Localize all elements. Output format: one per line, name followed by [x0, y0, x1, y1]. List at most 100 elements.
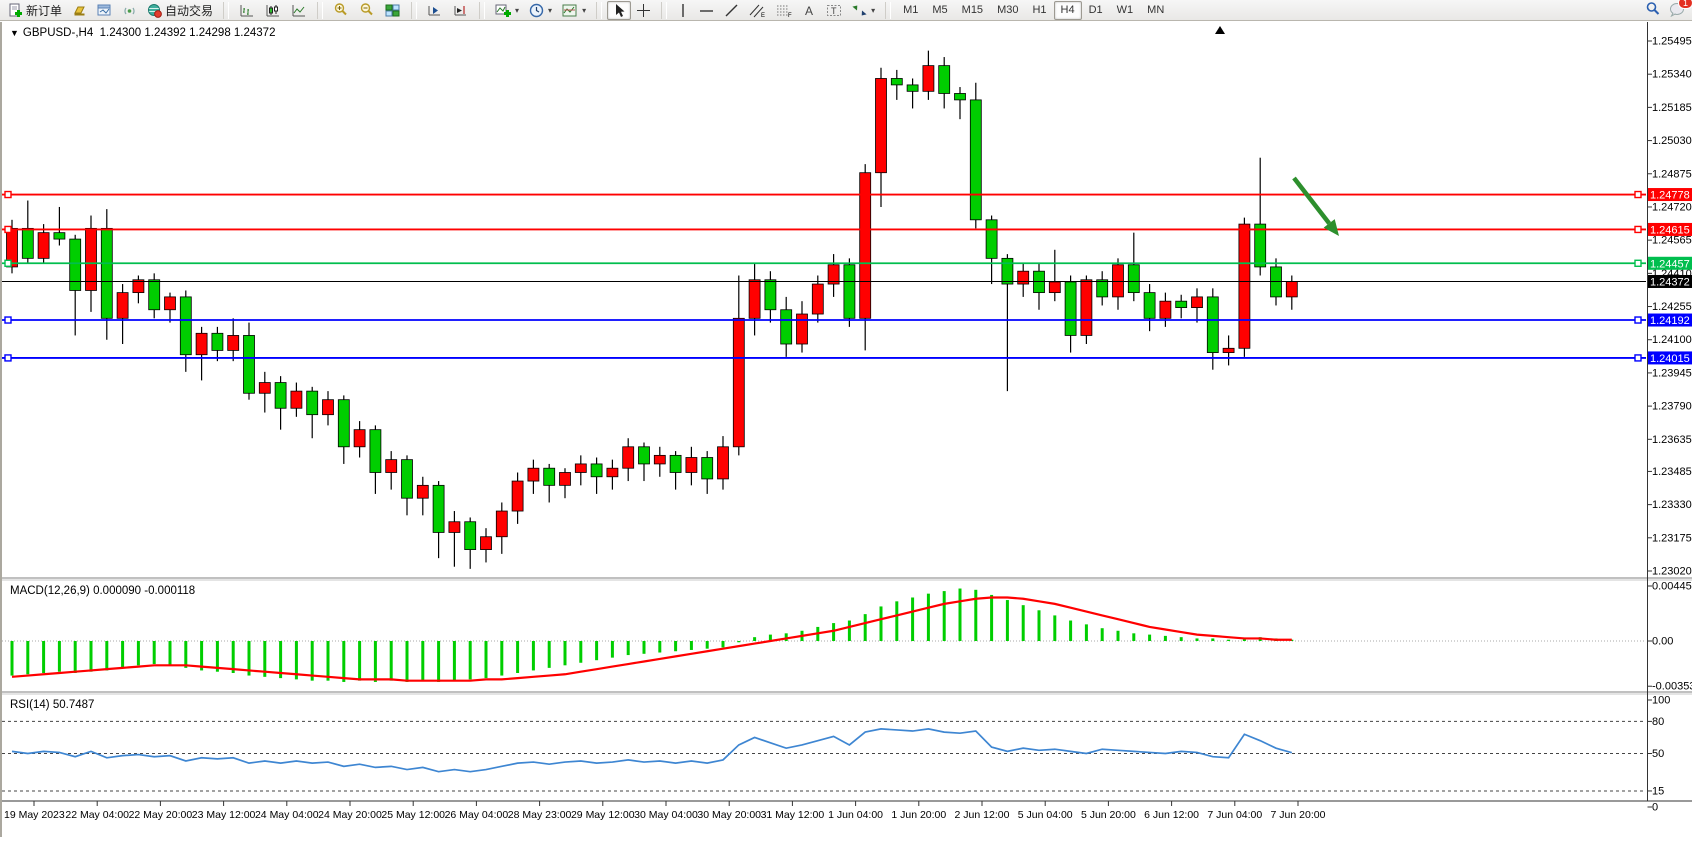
- candle: [21, 227, 34, 259]
- price-tag-label: 1.24015: [1650, 353, 1690, 365]
- periods-button[interactable]: ▾: [524, 1, 557, 20]
- candle: [685, 457, 698, 473]
- line-anchor: [1634, 190, 1642, 199]
- profiles-button[interactable]: [67, 1, 92, 20]
- dropdown-caret: ▾: [515, 5, 520, 15]
- time-axis-label: 6 Jun 12:00: [1144, 809, 1199, 821]
- candle: [985, 219, 998, 259]
- trendline-icon: [724, 3, 739, 18]
- symbol-dropdown-icon[interactable]: ▼: [10, 28, 19, 38]
- rsi-axis-tick: 15: [1652, 785, 1664, 797]
- rsi-axis-tick: 0: [1652, 802, 1658, 814]
- time-axis-label: 7 Jun 20:00: [1271, 809, 1326, 821]
- candle: [322, 399, 334, 416]
- bar-chart-icon: [239, 3, 255, 18]
- templates-button[interactable]: ▾: [557, 1, 591, 20]
- timeframe-m1[interactable]: M1: [903, 4, 919, 16]
- autotrading-label: 自动交易: [165, 3, 214, 18]
- timeframe-h4[interactable]: H4: [1053, 0, 1082, 20]
- zoom-in-icon: [333, 2, 349, 18]
- auto-scroll-button[interactable]: [422, 1, 448, 20]
- time-axis-label: 30 May 04:00: [634, 809, 698, 821]
- signal-icon: [122, 3, 137, 18]
- candle: [337, 399, 350, 448]
- candle: [1001, 257, 1014, 285]
- candle: [1143, 292, 1156, 319]
- price-tag-label: 1.24615: [1650, 224, 1690, 236]
- candle: [227, 335, 240, 351]
- zoom-out-button[interactable]: [354, 1, 380, 20]
- macd-main-value: 0.000090: [93, 585, 142, 597]
- candle: [132, 279, 145, 294]
- candle: [432, 484, 445, 533]
- line-anchor: [4, 316, 12, 324]
- candle: [448, 521, 461, 533]
- tile-windows-button[interactable]: [380, 1, 406, 20]
- price-tag: [1648, 188, 1692, 202]
- chart-window[interactable]: 1.25495 1.25340 1.25185 1.25030 1.24875 1.247…: [0, 22, 1692, 837]
- fibonacci-icon: F: [776, 3, 793, 18]
- zoom-in-button[interactable]: [328, 1, 354, 20]
- bar-chart-button[interactable]: [234, 1, 260, 20]
- data-window-button[interactable]: [92, 1, 117, 20]
- chart-shift-button[interactable]: [448, 1, 474, 20]
- line-anchor: [1634, 316, 1642, 324]
- line-anchor: [1634, 259, 1642, 267]
- timeframe-mn[interactable]: MN: [1147, 4, 1165, 16]
- macd-axis-tick: 0.00: [1652, 636, 1673, 648]
- price-axis-tick: 1.24255: [1652, 301, 1692, 313]
- crosshair-button[interactable]: [631, 1, 656, 20]
- rsi-axis-tick: 80: [1652, 716, 1664, 728]
- timeframe-d1[interactable]: D1: [1088, 4, 1103, 16]
- line-anchor: [4, 190, 12, 199]
- candle: [1191, 296, 1203, 309]
- svg-text:T: T: [831, 6, 837, 16]
- candlestick-chart-button[interactable]: [260, 1, 286, 20]
- vertical-line-button[interactable]: [672, 1, 694, 20]
- notifications-icon[interactable]: 1: [1669, 0, 1692, 20]
- candle: [780, 309, 793, 345]
- candle: [859, 172, 872, 319]
- timeframe-m30[interactable]: M30: [997, 4, 1019, 16]
- horizontal-line-button[interactable]: [694, 1, 719, 20]
- arrows-button[interactable]: ▾: [847, 1, 880, 20]
- time-axis-label: 7 Jun 04:00: [1207, 809, 1262, 821]
- toolbar-separator: [411, 1, 418, 19]
- text-button[interactable]: A: [798, 1, 821, 20]
- search-icon[interactable]: [1645, 1, 1661, 20]
- zoom-out-icon: [359, 2, 375, 18]
- channel-button[interactable]: E: [744, 1, 771, 20]
- arrow-annotation-head: [1323, 219, 1339, 236]
- timeframe-h1[interactable]: H1: [1032, 4, 1047, 16]
- timeframe-m15[interactable]: M15: [961, 4, 984, 16]
- scroll-marker-icon: [1215, 26, 1225, 34]
- candle: [464, 521, 477, 550]
- candle: [653, 454, 666, 465]
- new-order-button[interactable]: 新订单: [3, 1, 67, 20]
- candle: [1112, 264, 1124, 298]
- candle: [1254, 223, 1267, 268]
- indicators-button[interactable]: ▾: [490, 1, 524, 20]
- candle: [416, 484, 429, 499]
- price-axis-tick: 1.24565: [1652, 235, 1692, 247]
- timeframe-w1[interactable]: W1: [1116, 4, 1134, 16]
- macd-indicator-label: MACD(12,26,9) 0.000090 -0.000118: [10, 585, 196, 597]
- price-axis-tick: 1.24720: [1652, 201, 1692, 213]
- trendline-button[interactable]: [719, 1, 744, 20]
- candle: [843, 264, 856, 319]
- candle: [69, 238, 82, 291]
- candle: [53, 232, 66, 240]
- text-label-button[interactable]: T: [821, 1, 847, 20]
- line-chart-button[interactable]: [286, 1, 312, 20]
- price-axis-tick: 1.23635: [1652, 434, 1692, 446]
- fibonacci-button[interactable]: F: [771, 1, 798, 20]
- chart-canvas[interactable]: 1.25495 1.25340 1.25185 1.25030 1.24875 1.247…: [2, 22, 1692, 837]
- dropdown-caret: ▾: [582, 5, 587, 15]
- signals-button[interactable]: [117, 1, 142, 20]
- svg-text:A: A: [805, 4, 813, 18]
- cursor-button[interactable]: [607, 0, 632, 20]
- candle: [764, 279, 777, 311]
- autotrading-button[interactable]: 自动交易: [142, 1, 218, 20]
- timeframe-m5[interactable]: M5: [932, 4, 948, 16]
- candle: [511, 480, 524, 512]
